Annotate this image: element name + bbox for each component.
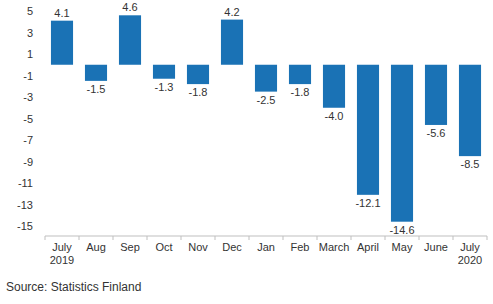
bar (255, 65, 277, 92)
bar (153, 65, 175, 79)
x-tick-label: Jan (257, 241, 275, 253)
bars (51, 15, 481, 221)
y-tick-label: -3 (23, 91, 33, 103)
x-axis-line (45, 236, 487, 237)
bar (221, 20, 243, 65)
x-axis-tick (181, 236, 182, 240)
x-tick-label: March (319, 241, 350, 253)
data-label: -1.3 (155, 81, 174, 93)
y-tick-label: -13 (17, 199, 33, 211)
x-tick-label: Feb (291, 241, 310, 253)
x-tick-label: April (357, 241, 379, 253)
y-tick-label: -9 (23, 156, 33, 168)
x-axis-tick (487, 236, 488, 240)
data-label: 4.1 (54, 7, 69, 19)
x-tick-label: June (424, 241, 448, 253)
x-axis-tick (419, 236, 420, 240)
x-tick-label: July2020 (458, 241, 482, 266)
y-tick-label: -1 (23, 70, 33, 82)
x-tick-label: Oct (155, 241, 172, 253)
x-axis-tick (385, 236, 386, 240)
data-label: -1.8 (189, 86, 208, 98)
x-axis-tick (453, 236, 454, 240)
x-axis-tick (113, 236, 114, 240)
x-axis-tick (79, 236, 80, 240)
data-label: -1.5 (87, 83, 106, 95)
x-axis-tick (215, 236, 216, 240)
bar (51, 21, 73, 65)
y-tick-label: 3 (27, 27, 33, 39)
x-tick-label: Nov (188, 241, 208, 253)
y-tick-label: 5 (27, 5, 33, 17)
bar (85, 65, 107, 81)
data-label: -14.6 (389, 224, 414, 236)
bar (357, 65, 379, 195)
x-axis-tick (317, 236, 318, 240)
x-tick-label: Sep (120, 241, 140, 253)
x-axis-tick (45, 236, 46, 240)
source-note: Source: Statistics Finland (6, 280, 141, 294)
x-axis-tick (283, 236, 284, 240)
x-tick-label: Dec (222, 241, 242, 253)
bar (323, 65, 345, 108)
data-label: 4.2 (224, 6, 239, 18)
data-label: 4.6 (122, 1, 137, 13)
bar (289, 65, 311, 84)
data-label: -12.1 (355, 197, 380, 209)
y-tick-label: -11 (18, 177, 33, 189)
data-label: -8.5 (461, 158, 480, 170)
data-label: -5.6 (427, 127, 446, 139)
x-tick-label: July2019 (50, 241, 74, 266)
bar (119, 15, 141, 64)
bar (425, 65, 447, 125)
x-axis-tick (351, 236, 352, 240)
bar (459, 65, 481, 156)
y-tick-label: -5 (23, 113, 33, 125)
y-tick-label: -15 (17, 220, 33, 232)
x-tick-label: Aug (86, 241, 106, 253)
data-label: -1.8 (291, 86, 310, 98)
y-tick-label: -7 (23, 134, 33, 146)
chart: 5 3 1 -1 -3 -5 -7 -9 -11 -13 -15 4.1 -1.5 4.6 -1.3 -1.8… (0, 0, 493, 304)
x-axis-tick (249, 236, 250, 240)
x-tick-label: May (392, 241, 413, 253)
x-axis-tick (147, 236, 148, 240)
bar (187, 65, 209, 84)
data-label: -4.0 (325, 110, 344, 122)
y-tick-label: 1 (27, 48, 33, 60)
data-label: -2.5 (257, 94, 276, 106)
bar (391, 65, 413, 222)
